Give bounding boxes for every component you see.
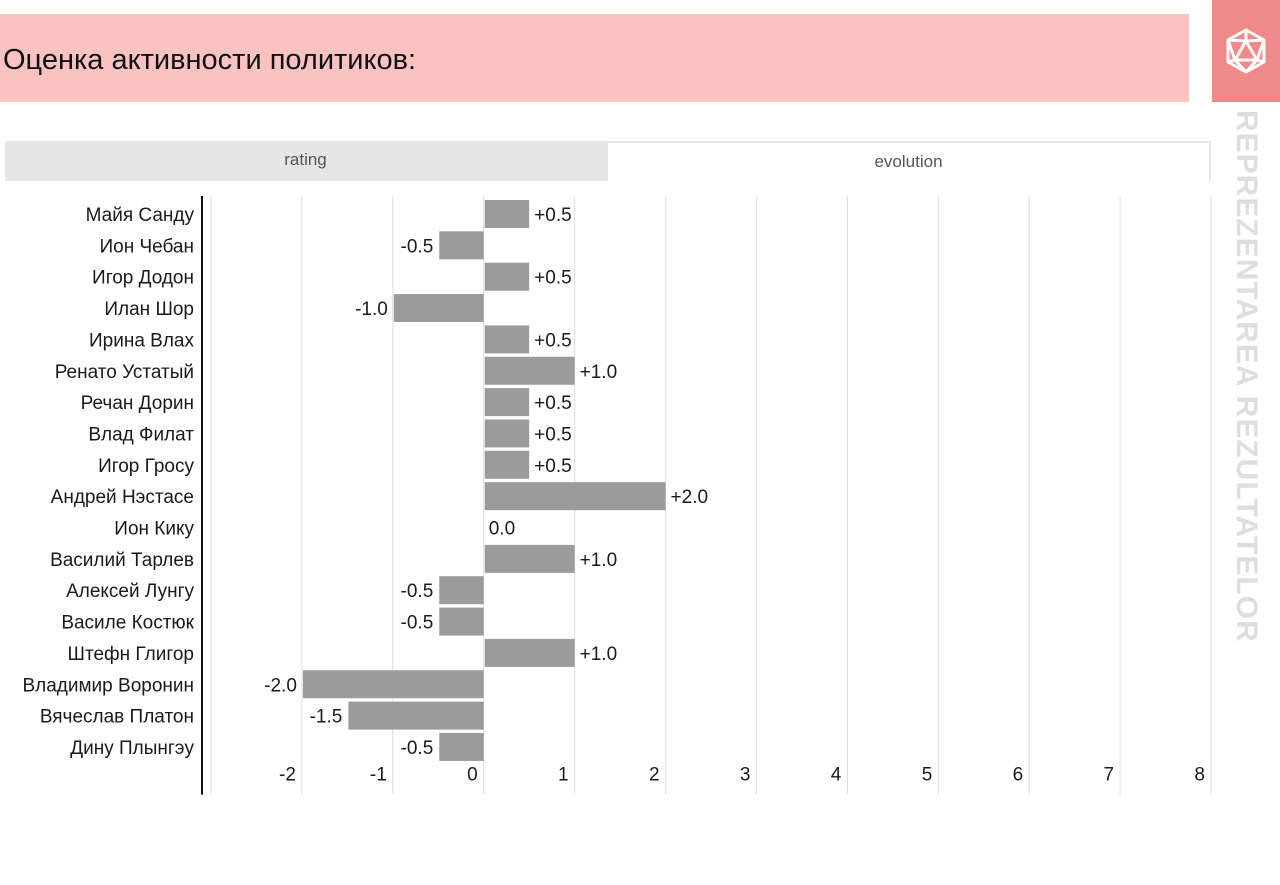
- bar: [484, 262, 530, 291]
- category-label: Владимир Воронин: [22, 675, 194, 696]
- category-label: Алексей Лунгу: [66, 581, 194, 602]
- value-label: 0.0: [489, 519, 515, 540]
- value-label: -0.5: [401, 236, 434, 257]
- value-label: +0.5: [534, 268, 572, 289]
- side-banner-text: REPREZENTAREA REZULTATELOR: [1230, 110, 1263, 643]
- value-label: +1.0: [580, 644, 618, 665]
- x-tick-label: -2: [279, 765, 296, 786]
- x-tick-label: 2: [649, 765, 660, 786]
- category-label: Дину Плынгэу: [70, 738, 194, 759]
- category-label: Речан Дорин: [81, 393, 194, 414]
- value-label: -2.0: [264, 675, 297, 696]
- category-label: Ион Чебан: [99, 236, 194, 257]
- bar: [484, 482, 666, 511]
- bar: [484, 638, 575, 667]
- value-label: -0.5: [401, 613, 434, 634]
- value-label: +1.0: [580, 550, 618, 571]
- header-bar: Оценка активности политиков:: [0, 14, 1189, 102]
- bar: [302, 670, 484, 699]
- x-tick-label: 5: [922, 765, 933, 786]
- value-label: +0.5: [534, 424, 572, 445]
- category-label: Штефн Глигор: [68, 644, 194, 665]
- bar: [348, 701, 484, 730]
- x-tick-label: 0: [467, 765, 478, 786]
- value-label: +0.5: [534, 456, 572, 477]
- bar: [484, 544, 575, 573]
- value-label: -1.5: [310, 707, 343, 728]
- bar: [484, 356, 575, 385]
- page-title: Оценка активности политиков:: [3, 44, 417, 76]
- category-label: Илан Шор: [104, 299, 194, 320]
- value-label: -1.0: [355, 299, 388, 320]
- x-tick-label: 4: [831, 765, 842, 786]
- category-label: Ренато Устатый: [55, 362, 194, 383]
- category-label: Вячеслав Платон: [40, 707, 194, 728]
- bar: [484, 325, 530, 354]
- category-label: Андрей Нэстасе: [51, 487, 194, 508]
- bar: [484, 388, 530, 417]
- category-label: Василе Костюк: [61, 613, 194, 634]
- x-tick-label: 3: [740, 765, 751, 786]
- value-label: -0.5: [401, 738, 434, 759]
- value-label: +0.5: [534, 393, 572, 414]
- tab-evolution[interactable]: evolution: [606, 141, 1211, 181]
- category-label: Игор Додон: [92, 268, 194, 289]
- x-tick-label: 1: [558, 765, 569, 786]
- category-label: Ирина Влах: [89, 330, 195, 351]
- tab-bar: rating evolution: [5, 141, 1211, 181]
- logo: [1212, 0, 1280, 102]
- side-banner: REPREZENTAREA REZULTATELOR: [1212, 0, 1280, 885]
- x-tick-label: 6: [1013, 765, 1024, 786]
- tab-rating[interactable]: rating: [5, 141, 606, 181]
- bar: [439, 607, 484, 636]
- value-label: +0.5: [534, 330, 572, 351]
- x-tick-label: 8: [1194, 765, 1205, 786]
- bar: [439, 732, 484, 761]
- category-label: Ион Кику: [114, 519, 194, 540]
- category-label: Василий Тарлев: [50, 550, 194, 571]
- bar: [484, 450, 530, 479]
- bar: [439, 231, 484, 260]
- bar-chart: Майя Санду +0.5 Ион Чебан -0.5 Игор Додон +0.…: [22, 196, 1212, 795]
- value-label: +1.0: [580, 362, 618, 383]
- x-tick-label: 7: [1104, 765, 1115, 786]
- category-label: Влад Филат: [88, 424, 194, 445]
- category-label: Майя Санду: [86, 205, 195, 226]
- bar: [484, 419, 530, 448]
- value-label: +0.5: [534, 205, 572, 226]
- d20-dice-icon: [1226, 28, 1266, 74]
- value-label: -0.5: [401, 581, 434, 602]
- value-label: +2.0: [671, 487, 709, 508]
- bar: [393, 294, 484, 323]
- category-label: Игор Гросу: [98, 456, 194, 477]
- x-tick-label: -1: [370, 765, 387, 786]
- bar: [439, 576, 484, 605]
- bar: [484, 200, 530, 228]
